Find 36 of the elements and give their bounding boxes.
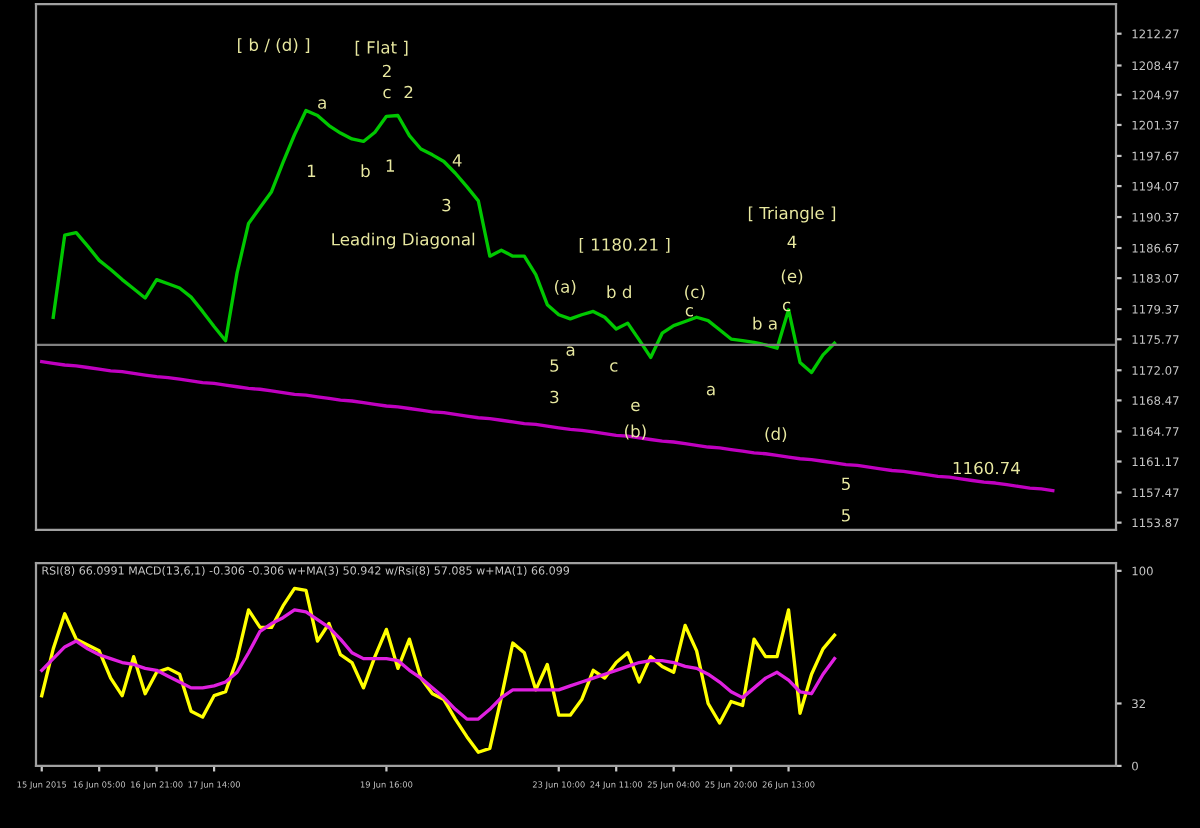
annotation: e: [631, 401, 640, 412]
annotation: b: [361, 164, 370, 178]
annotation: c: [610, 362, 618, 372]
annotation: b d: [607, 285, 631, 299]
line-series: [40, 359, 1055, 493]
annotation: 5: [841, 509, 850, 522]
annotation: 1: [307, 164, 316, 177]
line-series: [40, 586, 837, 754]
annotation: a: [706, 385, 715, 396]
annotation: 1160.74: [953, 461, 1020, 475]
annotation: 4: [452, 154, 462, 167]
annotation: [ Triangle ]: [748, 206, 836, 223]
annotation: 5: [550, 359, 559, 372]
annotation: b a: [753, 316, 777, 330]
line-series: [51, 108, 837, 375]
annotation: 5: [841, 477, 850, 491]
annotation: (a): [555, 280, 576, 295]
annotation: a: [318, 99, 326, 109]
annotation: c: [685, 306, 693, 317]
annotation: [ Flat ]: [355, 40, 408, 56]
annotation: c: [782, 301, 791, 312]
annotation: (c): [685, 285, 705, 301]
annotation: 3: [550, 390, 559, 404]
annotation: (d): [765, 427, 787, 443]
annotation: 2: [404, 85, 413, 99]
annotation: [ 1180.21 ]: [579, 237, 670, 253]
annotation: 4: [787, 235, 797, 248]
annotation: [ b / (d) ]: [238, 38, 310, 53]
annotation: c: [383, 88, 391, 99]
line-series: [40, 608, 837, 721]
annotation: 3: [442, 198, 451, 212]
annotation: 2: [382, 64, 391, 78]
annotation: a: [566, 346, 575, 356]
annotation: (e): [781, 269, 803, 285]
annotation: 1: [386, 159, 394, 172]
annotation: Leading Diagonal: [332, 232, 475, 249]
